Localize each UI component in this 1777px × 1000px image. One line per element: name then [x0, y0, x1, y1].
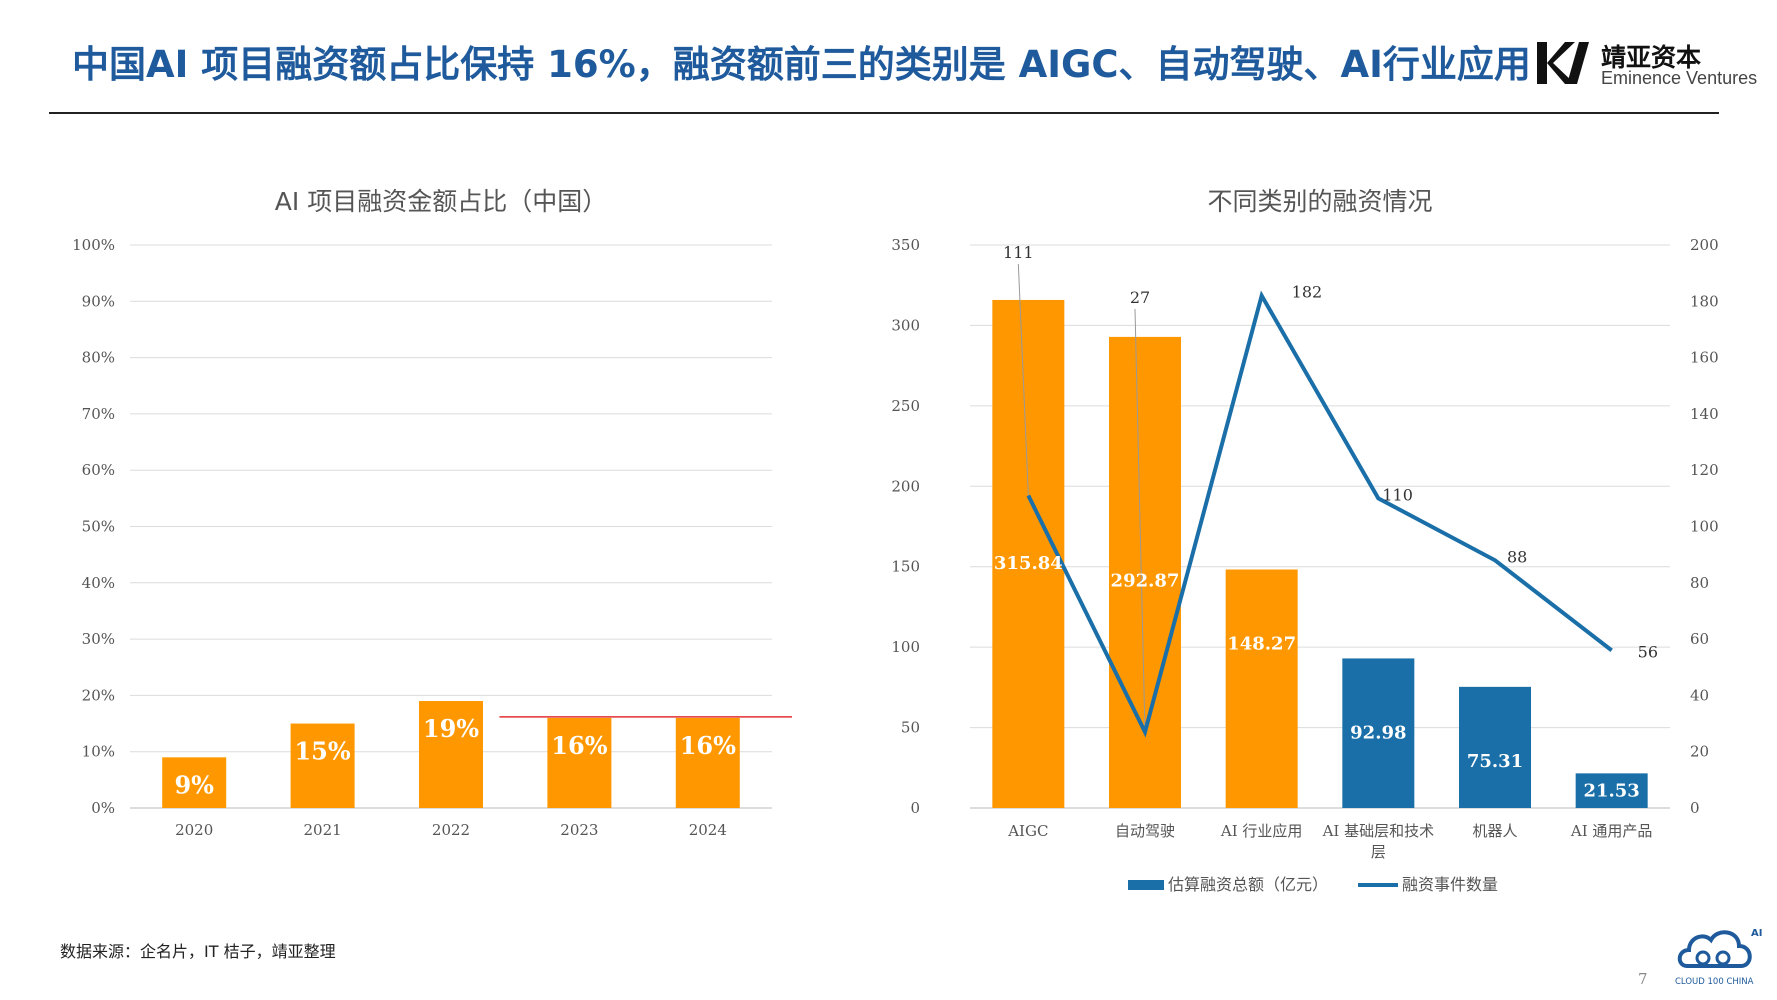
logo-name: 靖亚资本 [1601, 43, 1702, 72]
bar [547, 717, 612, 808]
logo-subtitle: Eminence Ventures [1601, 68, 1758, 88]
label-leader-line [1017, 263, 1029, 496]
category-chart: 不同类别的融资情况 0 50 100 150 200 250 300 350 0 20 40 60 80 1… [891, 187, 1719, 894]
y-tick-label: 10% [82, 743, 115, 761]
y-tick-label: 80% [82, 349, 115, 367]
y-tick-label: 100% [72, 236, 115, 254]
bar [1225, 569, 1298, 808]
brand-text: CLOUD 100 CHINA [1675, 977, 1754, 987]
bar-value-label: 16% [680, 731, 736, 760]
line-value-label: 27 [1130, 288, 1150, 307]
line-value-label: 182 [1292, 283, 1323, 302]
line-value-label: 111 [1003, 243, 1034, 262]
y-right-tick-label: 180 [1690, 292, 1719, 310]
y-right-tick-label: 200 [1690, 236, 1719, 254]
y-left-tick-label: 150 [891, 558, 920, 576]
bar [290, 723, 355, 808]
cloud100-logo-icon: AI CLOUD 100 CHINA [1675, 928, 1762, 987]
y-right-tick-label: 80 [1690, 574, 1709, 592]
x-tick-label: AI 通用产品 [1570, 822, 1653, 840]
y-tick-label: 50% [82, 518, 115, 536]
ev-logo-icon [1537, 42, 1589, 84]
y-tick-label: 70% [82, 405, 115, 423]
y-left-tick-label: 200 [891, 477, 920, 495]
bar-value-label: 315.84 [994, 553, 1063, 574]
bar-value-label: 19% [423, 714, 479, 743]
chart-title: AI 项目融资金额占比（中国） [275, 187, 607, 216]
company-logo: 靖亚资本 Eminence Ventures [1535, 38, 1765, 88]
bar [992, 299, 1065, 808]
brand-badge: AI [1751, 928, 1762, 939]
y-tick-label: 40% [82, 574, 115, 592]
page-number: 7 [1638, 970, 1648, 988]
y-left-tick-label: 300 [891, 316, 920, 334]
x-tick-label: 自动驾驶 [1115, 822, 1175, 840]
legend-bar-swatch [1128, 880, 1164, 890]
page-title: 中国AI 项目融资额占比保持 16%，融资额前三的类别是 AIGC、自动驾驶、A… [72, 43, 1531, 86]
bar-value-label: 15% [294, 737, 350, 766]
y-right-tick-label: 140 [1690, 405, 1719, 423]
bar [162, 757, 227, 808]
x-tick-label: 机器人 [1472, 822, 1517, 840]
x-tick-label: 2021 [304, 821, 342, 839]
title-divider [49, 112, 1719, 114]
y-right-tick-label: 100 [1690, 518, 1719, 536]
bar [1459, 686, 1531, 808]
line-value-label: 56 [1638, 642, 1658, 661]
x-tick-label: AI 行业应用 [1220, 822, 1303, 840]
line-value-label: 110 [1382, 485, 1413, 504]
x-tick-label: AI 基础层和技术 [1322, 822, 1435, 840]
bar-value-label: 292.87 [1111, 571, 1180, 592]
series-line [1026, 290, 1613, 738]
bar-value-label: 92.98 [1350, 722, 1406, 743]
bar [1575, 773, 1648, 808]
y-left-tick-label: 250 [891, 397, 920, 415]
bar [419, 701, 483, 808]
y-right-tick-label: 120 [1690, 461, 1719, 479]
y-left-tick-label: 0 [910, 799, 920, 817]
y-right-tick-label: 160 [1690, 349, 1719, 367]
y-right-tick-label: 0 [1690, 799, 1700, 817]
x-tick-label: 2020 [175, 821, 213, 839]
y-left-tick-label: 50 [901, 719, 920, 737]
x-tick-label: 2022 [432, 821, 470, 839]
y-tick-label: 90% [82, 292, 115, 310]
line-value-label: 88 [1507, 547, 1527, 566]
x-tick-label: 2023 [560, 821, 598, 839]
y-right-tick-label: 20 [1690, 743, 1709, 761]
chart-title: 不同类别的融资情况 [1207, 187, 1432, 216]
x-tick-label: 层 [1371, 843, 1386, 861]
y-tick-label: 20% [82, 686, 115, 704]
source-note: 数据来源：企名片，IT 桔子，靖亚整理 [60, 942, 336, 961]
bar-value-label: 9% [174, 770, 214, 799]
bar-value-label: 75.31 [1467, 751, 1523, 772]
label-leader-line [1134, 308, 1146, 733]
bar-value-label: 21.53 [1583, 780, 1639, 801]
y-right-tick-label: 60 [1690, 630, 1709, 648]
y-left-tick-label: 100 [891, 638, 920, 656]
bar-value-label: 16% [551, 731, 607, 760]
share-chart: AI 项目融资金额占比（中国） 0% 10% 20% 30% 40% 50% 60% 70% 80… [72, 187, 792, 839]
legend-label: 估算融资总额（亿元） [1168, 875, 1328, 894]
y-tick-label: 30% [82, 630, 115, 648]
y-tick-label: 0% [91, 799, 115, 817]
x-tick-label: 2024 [689, 821, 727, 839]
y-left-tick-label: 350 [891, 236, 920, 254]
bar [1342, 658, 1415, 808]
bar-value-label: 148.27 [1227, 633, 1296, 654]
bar [675, 717, 740, 808]
legend-label: 融资事件数量 [1402, 875, 1498, 894]
y-tick-label: 60% [82, 461, 115, 479]
y-right-tick-label: 40 [1690, 686, 1709, 704]
x-tick-label: AIGC [1007, 822, 1048, 840]
